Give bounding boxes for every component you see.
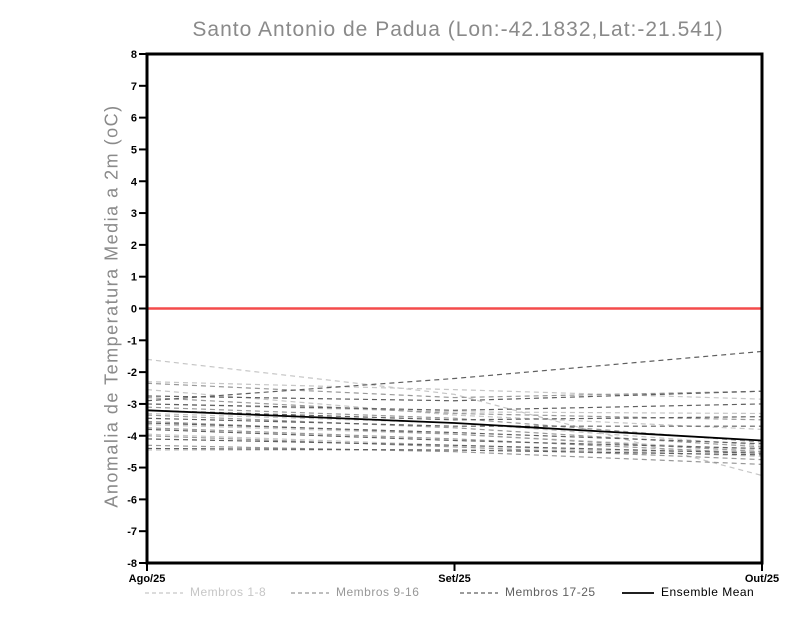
member-line	[146, 427, 763, 454]
member-line	[146, 358, 763, 477]
legend-line-swatch	[460, 591, 498, 594]
x-tick-label: Set/25	[438, 573, 470, 585]
ensemble-mean-line	[146, 409, 763, 442]
chart-title: Santo Antonio de Padua (Lon:-42.1832,Lat…	[192, 18, 724, 41]
y-tick-label: -6	[127, 494, 137, 506]
legend-line-swatch	[622, 591, 654, 594]
legend-item: Membros 9-16	[291, 584, 419, 600]
member-line	[146, 438, 763, 454]
legend-label: Membros 9-16	[336, 585, 420, 599]
legend-item: Ensemble Mean	[622, 584, 754, 600]
y-tick-label: -8	[127, 558, 137, 570]
y-tick-label: -5	[127, 463, 137, 475]
member-line	[146, 414, 763, 448]
member-line	[146, 390, 763, 402]
y-tick-label: 4	[131, 176, 138, 188]
y-tick-label: -4	[127, 431, 138, 443]
y-tick-label: 7	[131, 81, 137, 93]
member-line	[146, 422, 763, 445]
member-line	[146, 435, 763, 461]
member-line	[146, 403, 763, 411]
member-line	[146, 381, 763, 400]
y-tick-label: -1	[127, 335, 137, 347]
y-tick-label: 5	[131, 144, 137, 156]
y-tick-label: 8	[131, 49, 137, 61]
member-line	[146, 444, 763, 465]
member-line	[146, 409, 763, 421]
y-tick-label: 2	[131, 240, 137, 252]
x-tick-label: Ago/25	[129, 573, 166, 585]
y-tick-label: 1	[131, 272, 137, 284]
member-line	[146, 428, 763, 450]
member-line	[146, 447, 763, 456]
legend-label: Ensemble Mean	[661, 585, 755, 599]
legend-line-swatch	[291, 591, 329, 594]
legend-label: Membros 17-25	[505, 585, 596, 599]
member-line	[146, 417, 762, 427]
member-line	[146, 396, 763, 421]
y-tick-label: 6	[131, 113, 137, 125]
y-tick-label: 3	[131, 208, 137, 220]
member-line	[146, 382, 763, 399]
y-tick-label: 0	[131, 304, 137, 316]
legend-item: Membros 1-8	[145, 584, 266, 600]
legend-label: Membros 1-8	[190, 585, 267, 599]
x-tick-label: Out/25	[745, 573, 779, 585]
legend-line-swatch	[145, 591, 183, 594]
y-tick-label: -3	[127, 399, 137, 411]
y-tick-label: -7	[127, 526, 137, 538]
legend: Membros 1-8 Membros 9-16 Membros 17-25 Ense…	[0, 584, 800, 602]
legend-item: Membros 17-25	[460, 584, 596, 600]
y-tick-label: -2	[127, 367, 137, 379]
member-line	[146, 350, 763, 402]
